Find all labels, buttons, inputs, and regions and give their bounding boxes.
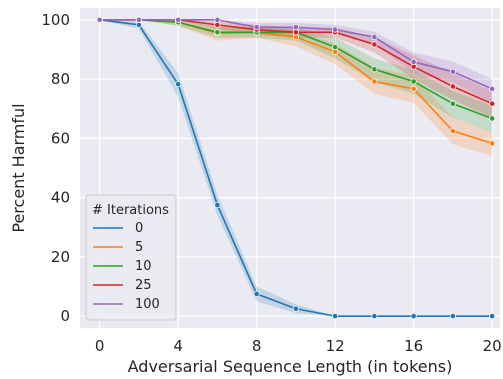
y-tick-label: 100 [41,11,70,29]
y-axis-label: Percent Harmful [9,103,28,232]
y-tick-label: 0 [60,307,70,325]
y-tick-label: 80 [51,70,70,88]
legend-label-0: 0 [135,221,143,236]
data-point-10 [410,78,417,85]
data-point-0 [175,81,182,88]
data-point-25 [292,29,299,36]
data-point-10 [214,29,221,36]
x-tick-label: 12 [326,337,345,355]
y-tick-label: 40 [51,189,70,207]
x-tick-label: 8 [252,337,262,355]
data-point-25 [371,41,378,48]
data-point-100 [449,68,456,75]
series-points [96,16,496,320]
data-point-100 [135,16,142,23]
legend-title: # Iterations [92,203,169,218]
legend-label-10: 10 [135,259,152,274]
data-point-0 [489,313,496,320]
data-point-5 [371,78,378,85]
data-point-5 [489,140,496,147]
data-point-25 [489,100,496,107]
data-point-100 [175,16,182,23]
data-point-100 [489,85,496,92]
data-point-0 [135,21,142,28]
data-point-0 [371,313,378,320]
data-point-0 [292,305,299,312]
legend-label-25: 25 [135,278,152,293]
legend-label-100: 100 [135,297,160,312]
x-tick-label: 16 [404,337,423,355]
data-point-100 [332,26,339,33]
data-point-10 [489,115,496,122]
data-point-25 [214,21,221,28]
y-tick-label: 60 [51,129,70,147]
data-point-0 [253,290,260,297]
data-point-100 [371,33,378,41]
data-point-100 [292,24,299,31]
legend-box [85,194,177,321]
legend: # Iterations 0 5 10 25 100 [85,194,177,321]
data-point-100 [214,16,221,23]
data-point-0 [449,313,456,320]
x-tick-labels: 0 4 8 12 16 20 [95,337,502,355]
x-tick-label: 4 [173,337,183,355]
data-point-10 [449,100,456,107]
data-point-0 [410,313,417,320]
data-point-100 [410,58,417,65]
data-point-0 [214,201,221,209]
y-tick-label: 20 [51,248,70,266]
data-point-100 [253,24,260,31]
y-tick-labels: 0 20 40 60 80 100 [41,11,70,325]
data-point-25 [449,83,456,90]
data-point-5 [410,85,417,92]
x-tick-label: 20 [483,337,502,355]
legend-items: 0 5 10 25 100 [93,221,160,312]
data-point-10 [332,44,339,51]
data-point-10 [371,66,378,73]
x-axis-label: Adversarial Sequence Length (in tokens) [128,357,453,376]
series-band-10 [99,19,493,133]
data-point-100 [96,16,103,23]
x-tick-label: 0 [95,337,105,355]
data-point-0 [332,313,339,320]
legend-label-5: 5 [135,240,143,255]
data-point-5 [449,127,456,135]
